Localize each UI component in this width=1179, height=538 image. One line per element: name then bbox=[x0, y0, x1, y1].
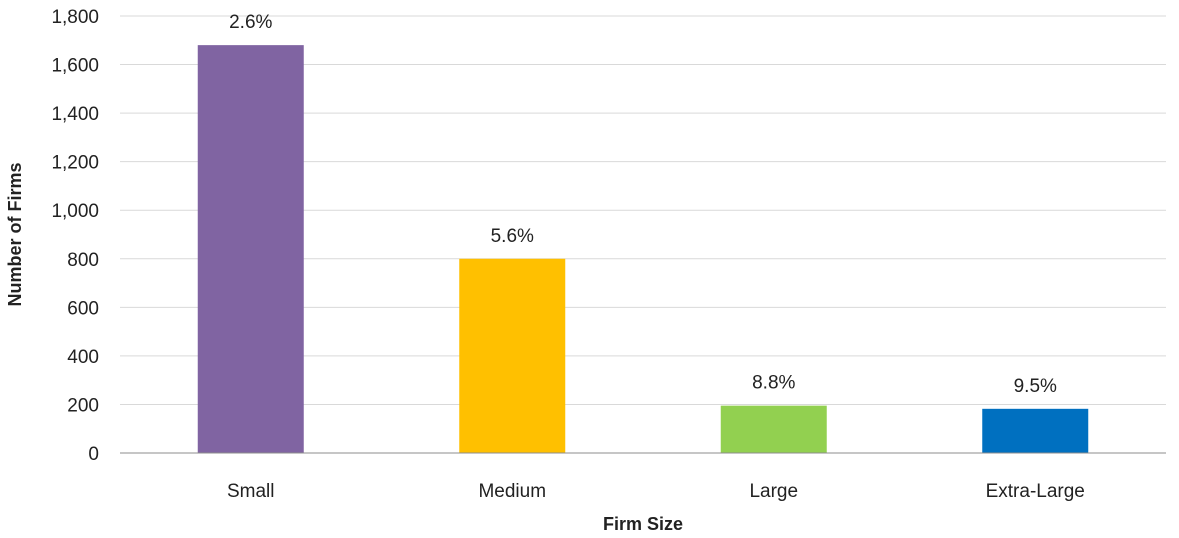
y-axis-title: Number of Firms bbox=[5, 162, 25, 306]
bar-data-label: 5.6% bbox=[491, 226, 534, 247]
bar bbox=[459, 258, 566, 453]
y-tick-label: 1,200 bbox=[51, 153, 99, 174]
x-category-label: Extra-Large bbox=[986, 481, 1085, 502]
x-category-label: Small bbox=[227, 481, 275, 502]
x-category-label: Medium bbox=[478, 481, 546, 502]
y-tick-label: 800 bbox=[67, 250, 99, 271]
y-tick-label: 600 bbox=[67, 298, 99, 319]
y-tick-label: 1,800 bbox=[51, 7, 99, 28]
bar-data-label: 2.6% bbox=[229, 12, 272, 33]
bar-data-label: 9.5% bbox=[1014, 376, 1057, 397]
x-axis-title: Firm Size bbox=[603, 514, 683, 534]
x-category-label: Large bbox=[749, 481, 798, 502]
y-tick-label: 1,400 bbox=[51, 104, 99, 125]
y-tick-label: 1,000 bbox=[51, 201, 99, 222]
category-labels: Small Medium Large Extra-Large bbox=[227, 481, 1085, 502]
data-labels: 2.6% 5.6% 8.8% 9.5% bbox=[229, 12, 1057, 397]
bars bbox=[197, 45, 1089, 454]
bar bbox=[720, 405, 827, 453]
y-axis-ticks: 0 200 400 600 800 1,000 1,200 1,400 1,600 1,800 bbox=[51, 7, 99, 465]
y-tick-label: 200 bbox=[67, 395, 99, 416]
bar bbox=[982, 408, 1089, 453]
y-tick-label: 400 bbox=[67, 347, 99, 368]
bar bbox=[197, 45, 304, 454]
y-tick-label: 0 bbox=[88, 444, 99, 465]
y-tick-label: 1,600 bbox=[51, 56, 99, 77]
bar-data-label: 8.8% bbox=[752, 373, 795, 394]
